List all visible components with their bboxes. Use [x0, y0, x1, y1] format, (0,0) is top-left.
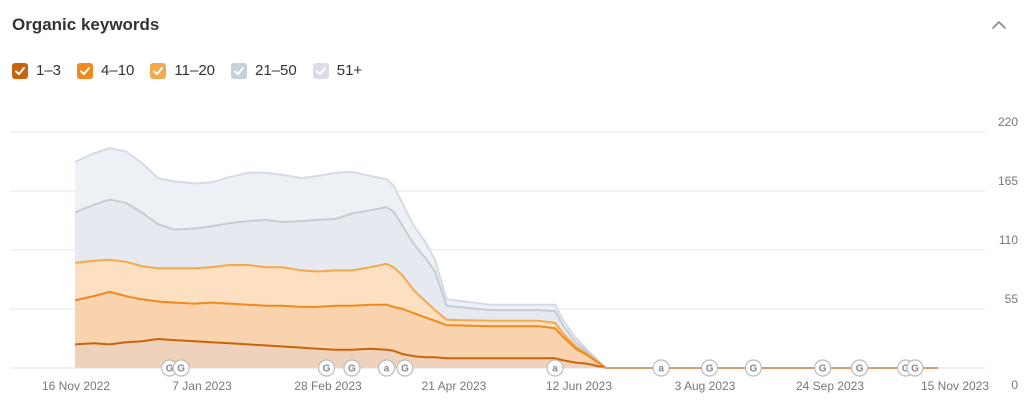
y-tick-label: 0 [1011, 378, 1018, 392]
marker-circle [700, 359, 719, 377]
x-tick-label: 7 Jan 2023 [172, 379, 232, 393]
x-tick-label: 24 Sep 2023 [796, 379, 864, 393]
chart-areas [75, 148, 938, 368]
event-marker[interactable]: G [744, 359, 763, 377]
series-line-11–20 [74, 258, 938, 369]
event-marker[interactable]: G [317, 359, 336, 377]
marker-circle [850, 359, 869, 377]
legend-label: 21–50 [255, 62, 297, 79]
marker-label: G [902, 364, 910, 375]
y-axis-labels: 220 165 110 55 0 [998, 115, 1018, 392]
series-line-21–50 [74, 198, 938, 369]
legend-label: 51+ [336, 62, 363, 79]
marker-circle [744, 359, 763, 377]
marker-label: G [177, 364, 185, 375]
marker-circle [906, 359, 924, 377]
legend-label: 4–10 [101, 62, 135, 79]
event-marker[interactable]: a [652, 359, 670, 377]
y-tick-label: 165 [998, 174, 1018, 188]
checkbox-icon[interactable] [312, 62, 329, 79]
x-tick-label: 15 Nov 2023 [921, 379, 989, 393]
marker-label: a [552, 364, 558, 375]
marker-label: G [323, 364, 331, 375]
y-tick-label: 110 [999, 233, 1018, 247]
series-line-51+ [74, 147, 938, 369]
legend-label: 1–3 [36, 62, 62, 79]
marker-circle [652, 359, 670, 377]
marker-circle [317, 359, 336, 377]
marker-circle [546, 359, 564, 377]
checkbox-icon[interactable] [12, 62, 28, 79]
x-tick-label: 3 Aug 2023 [675, 379, 736, 393]
event-marker[interactable]: G [172, 359, 190, 377]
checkbox-icon[interactable] [231, 62, 248, 79]
marker-label: G [401, 364, 409, 375]
y-tick-label: 220 [998, 115, 1018, 129]
event-marker[interactable]: G [906, 359, 924, 377]
marker-label: G [911, 364, 919, 375]
event-marker[interactable]: G [850, 359, 869, 377]
event-marker[interactable]: a [546, 359, 564, 377]
marker-circle [814, 359, 832, 377]
legend-item-51-plus[interactable]: 51+ [312, 62, 363, 79]
legend-label: 11–20 [174, 62, 216, 79]
legend-item-11-20[interactable]: 11–20 [150, 62, 215, 79]
marker-circle [396, 359, 414, 377]
series-line-1–3 [74, 338, 938, 369]
checkbox-icon[interactable] [77, 62, 94, 79]
legend-item-1-3[interactable]: 1–3 [12, 62, 61, 79]
organic-keywords-chart[interactable]: 220 165 110 55 0 16 Nov 2022 7 Jan 2023 28 Feb… [0, 100, 1024, 419]
marker-circle [377, 359, 396, 377]
marker-circle [172, 359, 190, 377]
series-line-4–10 [74, 290, 938, 369]
marker-label: G [348, 364, 356, 375]
event-marker[interactable]: G [814, 359, 832, 377]
event-marker[interactable]: G [343, 359, 361, 377]
event-marker[interactable]: a [377, 359, 396, 377]
x-tick-label: 28 Feb 2023 [294, 379, 362, 393]
marker-label: G [750, 364, 758, 375]
marker-label: G [819, 364, 827, 375]
marker-label: G [706, 364, 714, 375]
chevron-up-icon [992, 21, 1006, 29]
x-tick-label: 21 Apr 2023 [422, 379, 487, 393]
checkbox-icon[interactable] [150, 62, 167, 79]
x-tick-label: 12 Jun 2023 [546, 379, 612, 393]
page-title: Organic keywords [12, 15, 160, 34]
event-marker[interactable]: G [700, 359, 719, 377]
chart-legend: 1–3 4–10 11–20 21–50 51+ [12, 62, 378, 79]
marker-label: a [658, 364, 664, 375]
legend-item-21-50[interactable]: 21–50 [231, 62, 297, 79]
marker-label: G [856, 364, 864, 375]
y-tick-label: 55 [1005, 292, 1019, 306]
marker-circle [343, 359, 361, 377]
marker-label: a [384, 364, 390, 375]
x-axis-labels: 16 Nov 2022 7 Jan 2023 28 Feb 2023 21 Apr 2… [42, 379, 989, 393]
marker-label: G [166, 364, 174, 375]
collapse-button[interactable] [988, 14, 1010, 36]
legend-item-4-10[interactable]: 4–10 [77, 62, 134, 79]
x-tick-label: 16 Nov 2022 [42, 379, 110, 393]
event-marker[interactable]: G [396, 359, 414, 377]
area-1–3 [75, 339, 938, 368]
